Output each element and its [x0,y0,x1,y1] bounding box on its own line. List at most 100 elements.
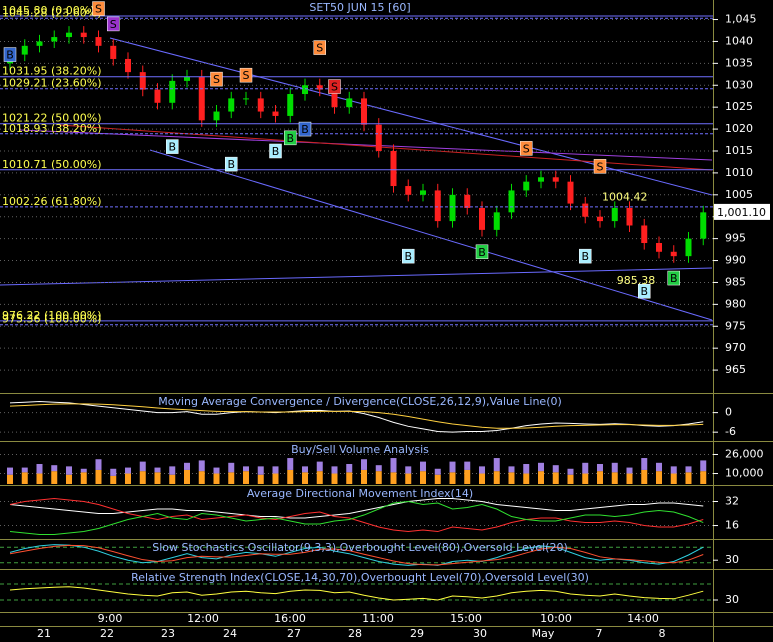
volume-bar [169,474,176,484]
volume-bar [552,465,559,473]
panel-title: Buy/Sell Volume Analysis [291,443,429,456]
indicator-line [9,544,704,566]
candle-body [375,124,382,151]
candle-body [641,225,648,244]
candle-body [51,37,58,42]
volume-bar [523,473,530,484]
signal-marker [225,156,238,172]
volume-bar [390,472,397,484]
candle-body [346,98,353,108]
signal-label: B [640,285,648,298]
fib-label: 976.22 (100.00%) [2,309,102,322]
volume-bar [449,472,456,484]
indicator-line [9,544,704,566]
volume-bar [641,469,648,484]
panel-title: Moving Average Convergence / Divergence(… [158,395,562,408]
panel-title: Slow Stochastics Oscillator(9,3,3),Overb… [152,541,568,554]
fib-label: 1029.21 (23.60%) [2,77,102,90]
fib-label: 1018.93 (38.20%) [2,122,102,135]
volume-bar [316,461,323,472]
y-tick-label: 30 [725,593,739,606]
signal-marker [3,47,17,62]
signal-label: B [286,132,294,145]
volume-bar [331,466,338,474]
trend-lines [0,37,713,321]
volume-bar [257,474,264,484]
volume-bar [538,462,544,472]
indicator-line [9,498,704,533]
signal-marker [107,16,120,32]
y-tick-label: 1010 [725,166,753,179]
signal-marker [92,1,105,16]
volume-bar [641,458,648,470]
y-tick-label: 965 [725,363,746,376]
volume-bar [449,461,456,473]
candle-body [36,41,43,46]
signal-label: B [272,145,280,158]
volume-bar [685,466,692,473]
signal-label: B [670,272,678,285]
volume-bar [361,469,367,484]
candle-body [228,98,235,112]
y-tick-label: 1025 [725,100,753,113]
volume-bar [66,466,72,475]
candle-body [582,203,589,217]
volume-bar [257,466,264,475]
trend-line [109,37,713,196]
volume-bar [493,471,500,484]
signal-marker [328,79,341,94]
candle-body [243,98,249,100]
volume-bar [656,471,662,484]
volume-bar [508,466,515,473]
volume-bar [198,471,205,484]
signal-label: S [95,3,102,16]
volume-bar [272,473,279,484]
candle-body [390,150,397,187]
last-price-label: 1,001.10 [717,206,766,219]
trend-line [149,149,713,321]
volume-bar [567,468,574,475]
signal-label: S [597,160,604,173]
volume-bar [95,469,102,484]
volume-bar [597,464,603,472]
signal-label: B [227,158,235,171]
y-tick-label: 1005 [725,188,753,201]
signal-label: S [316,42,323,55]
signal-label: B [301,123,309,136]
volume-bar [198,460,205,472]
candle-body [523,181,530,191]
volume-bar [184,469,190,484]
volume-bar [538,471,544,484]
fib-label: 1021.22 (50.00%) [2,112,102,125]
candle-body [567,181,574,204]
y-tick-label: 990 [725,254,746,267]
time-label: 16:00 [274,612,306,625]
volume-bar [316,471,323,484]
y-tick-label: 1,045 [725,13,757,26]
indicator-line [9,401,704,433]
volume-bar [626,473,633,484]
indicator-line [9,403,704,429]
volume-bar [110,468,117,476]
candle-body [405,186,412,195]
volume-bar [95,459,102,470]
y-tick-label: 26,000 [725,447,764,460]
time-label: 12:00 [187,612,219,625]
volume-bar [567,474,574,484]
signal-label: S [243,69,250,82]
date-label: 22 [100,627,114,640]
volume-bar [523,464,530,474]
y-tick-label: 16 [725,519,739,532]
volume-bar [670,466,677,474]
fib-label: 1045.28 (23.60%) [2,6,102,19]
volume-bar [154,472,161,484]
volume-bar [479,466,485,474]
volume-bar [375,471,382,484]
candle-body [434,190,441,222]
signal-label: S [523,142,530,155]
candle-body [420,190,426,195]
volume-bar [405,473,412,484]
candle-body [95,37,102,46]
volume-bar [582,473,589,484]
